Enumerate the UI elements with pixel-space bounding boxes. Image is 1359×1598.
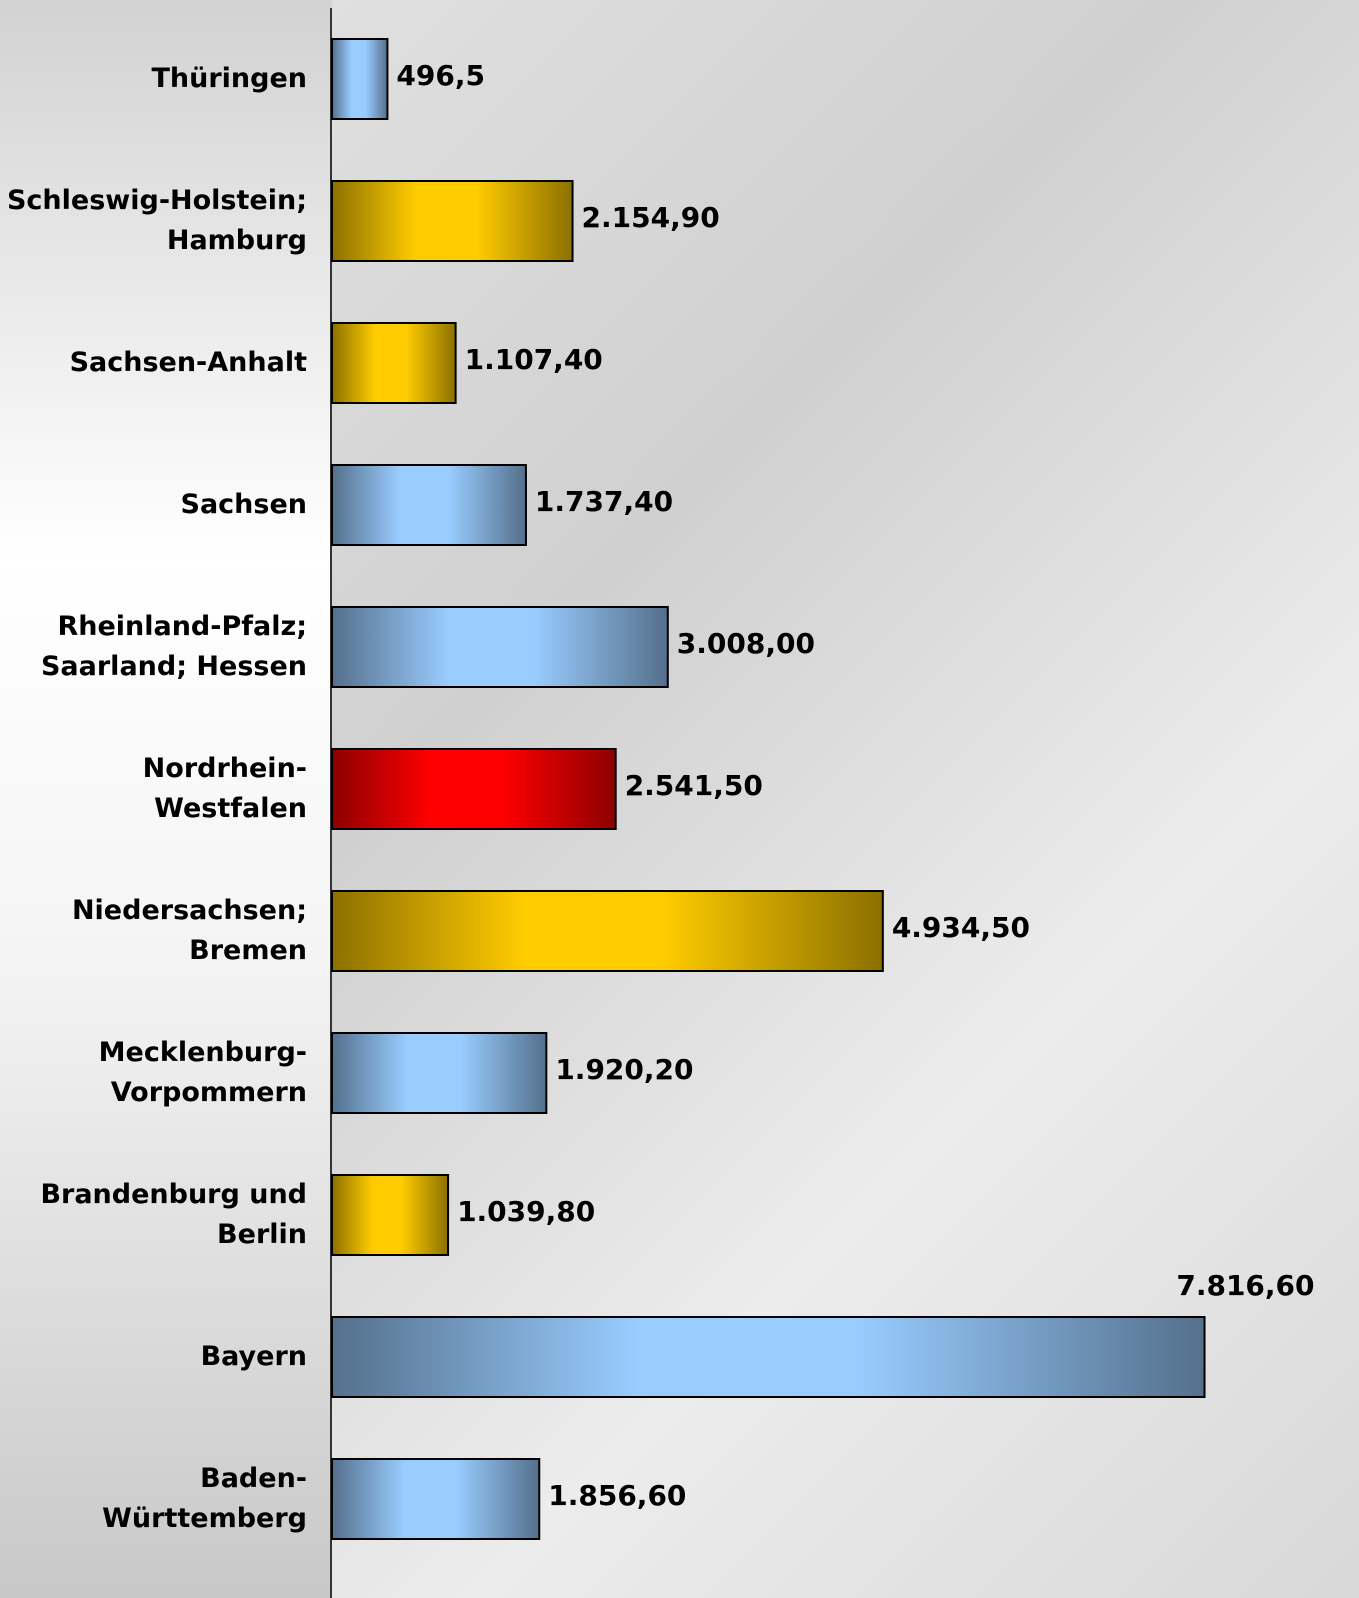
value-label: 1.920,20 [555, 1053, 693, 1086]
value-label: 2.541,50 [625, 769, 763, 802]
category-label: Sachsen [180, 489, 308, 520]
bar [331, 464, 527, 546]
value-label: 2.154,90 [582, 201, 720, 234]
category-label: Nordrhein-Westfalen [142, 753, 307, 824]
category-label: Bayern [200, 1341, 307, 1372]
bar [331, 322, 457, 404]
bar [331, 748, 617, 830]
category-label: Baden-Württemberg [102, 1463, 307, 1534]
value-label: 7.816,60 [1176, 1269, 1314, 1302]
category-label: Rheinland-Pfalz; Saarland; Hessen [40, 611, 307, 682]
bar [331, 180, 574, 262]
value-label: 4.934,50 [892, 911, 1030, 944]
value-label: 1.039,80 [457, 1195, 595, 1228]
value-label: 1.737,40 [535, 485, 673, 518]
category-label: Sachsen-Anhalt [69, 347, 307, 378]
value-label: 1.107,40 [465, 343, 603, 376]
category-label: Mecklenburg- Vorpommern [98, 1037, 307, 1108]
category-label: Brandenburg und Berlin [40, 1179, 307, 1250]
bar [331, 1174, 450, 1256]
bar [331, 1458, 541, 1540]
value-label: 3.008,00 [677, 627, 815, 660]
category-label: Niedersachsen; Bremen [71, 895, 307, 966]
bar [331, 38, 389, 120]
bar [331, 1032, 548, 1114]
bar [331, 1316, 1206, 1398]
label-panel [0, 0, 332, 1598]
category-label: Schleswig-Holstein; Hamburg [6, 185, 307, 256]
value-label: 496,5 [396, 59, 485, 92]
bar [331, 606, 669, 688]
category-label: Thüringen [151, 63, 307, 94]
value-label: 1.856,60 [548, 1479, 686, 1512]
bar [331, 890, 884, 972]
